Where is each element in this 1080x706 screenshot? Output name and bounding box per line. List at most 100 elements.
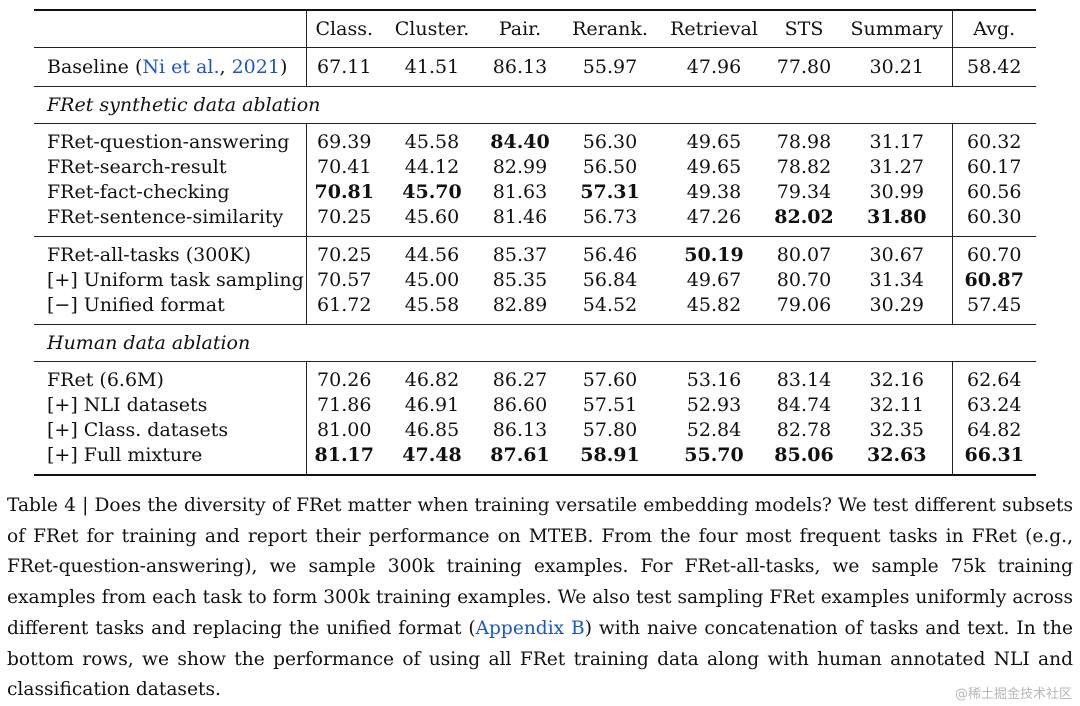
table-cell: 85.37 — [482, 236, 558, 268]
baseline-row: Baseline (Ni et al., 2021) 67.11 41.51 8… — [34, 47, 1036, 87]
table-cell: 81.63 — [492, 181, 548, 203]
table-cell: 55.97 — [558, 47, 662, 87]
table-cell: 84.40 — [482, 123, 558, 155]
table-cell: 81.17 — [306, 443, 382, 476]
table-cell: 85.35 — [492, 269, 548, 291]
section-header-synthetic: FRet synthetic data ablation — [34, 86, 1036, 124]
table-cell: 30.67 — [842, 236, 953, 268]
table-cell: 57.31 — [580, 181, 640, 203]
table-cell: 79.34 — [776, 181, 832, 203]
table-cell: 56.73 — [582, 206, 638, 228]
table-cell: 79.06 — [776, 294, 832, 316]
table-cell: 86.60 — [492, 394, 548, 416]
table-cell: 86.13 — [482, 47, 558, 87]
table-row: [+] Full mixture 81.17 47.48 87.61 58.91… — [34, 443, 1036, 476]
table-cell: 30.99 — [842, 180, 953, 205]
table-cell: 82.89 — [492, 294, 548, 316]
table-cell: 56.46 — [558, 236, 662, 268]
table-row: FRet (6.6M) 70.26 46.82 86.27 57.60 53.1… — [34, 361, 1036, 393]
caption-text: Table 4 | Does the diversity of FRet mat… — [7, 495, 1073, 639]
table-cell: 44.56 — [382, 236, 482, 268]
table-cell: 32.11 — [842, 393, 953, 418]
table-cell: 57.80 — [582, 419, 638, 441]
table-cell: 31.27 — [842, 155, 953, 180]
header-rerank: Rerank. — [558, 9, 662, 48]
table-cell: 67.11 — [306, 47, 382, 87]
table-cell: 71.86 — [317, 394, 372, 416]
table-cell: 70.25 — [317, 206, 372, 228]
table-cell: 78.82 — [776, 156, 832, 178]
table-cell: 69.39 — [306, 123, 382, 155]
header-empty — [34, 9, 307, 48]
header-cluster: Cluster. — [382, 9, 482, 48]
caption-text-end: ) with naive concatenation of tasks and … — [7, 617, 1074, 701]
section-header-human: Human data ablation — [34, 324, 1036, 362]
table-cell: 82.02 — [774, 206, 834, 228]
table-cell: 31.80 — [842, 205, 953, 237]
table-cell: 32.16 — [842, 361, 953, 393]
table-cell: 49.65 — [662, 123, 766, 155]
table-row: [+] NLI datasets 71.86 46.91 86.60 57.51… — [34, 393, 1036, 418]
table-cell: 53.16 — [662, 361, 766, 393]
table-cell: 49.65 — [686, 156, 742, 178]
table-cell: 80.70 — [776, 269, 832, 291]
table-cell: 81.00 — [317, 419, 372, 441]
appendix-link[interactable]: Appendix B — [475, 617, 585, 639]
row-label: [+] Full mixture — [34, 443, 307, 476]
table-cell: 61.72 — [317, 294, 372, 316]
table-cell: 57.51 — [582, 394, 638, 416]
table-cell: 70.41 — [317, 156, 372, 178]
table-cell: 32.35 — [842, 418, 953, 443]
table-row: FRet-question-answering 69.39 45.58 84.4… — [34, 123, 1036, 155]
row-label: FRet-sentence-similarity — [34, 205, 307, 237]
table-cell: 54.52 — [582, 294, 638, 316]
table-cell: 41.51 — [382, 47, 482, 87]
table-cell: 63.24 — [967, 394, 1022, 416]
table-cell: 70.26 — [306, 361, 382, 393]
table-cell: 60.17 — [967, 156, 1022, 178]
table-cell: 45.82 — [686, 294, 742, 316]
table-row: [−] Unified format 61.72 45.58 82.89 54.… — [34, 293, 1036, 325]
header-avg: Avg. — [952, 9, 1036, 48]
table-cell: 82.78 — [776, 419, 832, 441]
table-cell: 56.50 — [582, 156, 638, 178]
table-cell: 50.19 — [662, 236, 766, 268]
table-cell: 70.57 — [317, 269, 372, 291]
table-row: [+] Uniform task sampling 70.57 45.00 85… — [34, 268, 1036, 293]
header-retrieval: Retrieval — [662, 9, 766, 48]
row-label: [−] Unified format — [34, 293, 307, 325]
table-cell: 60.87 — [964, 269, 1025, 291]
table-cell: 45.58 — [382, 123, 482, 155]
row-label: [+] Class. datasets — [34, 418, 307, 443]
table-cell: 44.12 — [404, 156, 460, 178]
table-row: FRet-search-result 70.41 44.12 82.99 56.… — [34, 155, 1036, 180]
table-cell: 64.82 — [967, 419, 1022, 441]
table-cell: 46.82 — [382, 361, 482, 393]
row-label: FRet-question-answering — [34, 123, 307, 155]
row-label: [+] NLI datasets — [34, 393, 307, 418]
row-label: FRet-all-tasks (300K) — [34, 236, 307, 268]
section-title: FRet synthetic data ablation — [34, 86, 1036, 124]
table-cell: 45.60 — [404, 206, 460, 228]
table-cell: 31.17 — [842, 123, 953, 155]
citation-year-link[interactable]: 2021 — [231, 56, 280, 78]
table-cell: 77.80 — [766, 47, 842, 87]
table-cell: 82.99 — [492, 156, 548, 178]
table-cell: 30.29 — [842, 293, 953, 325]
header-summary: Summary — [842, 9, 953, 48]
baseline-label: Baseline (Ni et al., 2021) — [34, 47, 307, 87]
table-cell: 32.63 — [842, 443, 953, 476]
table-row: FRet-sentence-similarity 70.25 45.60 81.… — [34, 205, 1036, 237]
table-cell: 47.48 — [382, 443, 482, 476]
table-cell: 47.96 — [662, 47, 766, 87]
row-label: FRet-search-result — [34, 155, 307, 180]
citation-author-link[interactable]: Ni et al. — [142, 56, 220, 78]
table-cell: 46.91 — [404, 394, 460, 416]
baseline-label-text: Baseline ( — [47, 56, 143, 78]
table-cell: 58.42 — [952, 47, 1036, 87]
table-cell: 78.98 — [766, 123, 842, 155]
watermark: @稀土掘金技术社区 — [954, 687, 1072, 702]
table-cell: 56.30 — [558, 123, 662, 155]
table-cell: 80.07 — [766, 236, 842, 268]
table-cell: 57.45 — [967, 294, 1022, 316]
